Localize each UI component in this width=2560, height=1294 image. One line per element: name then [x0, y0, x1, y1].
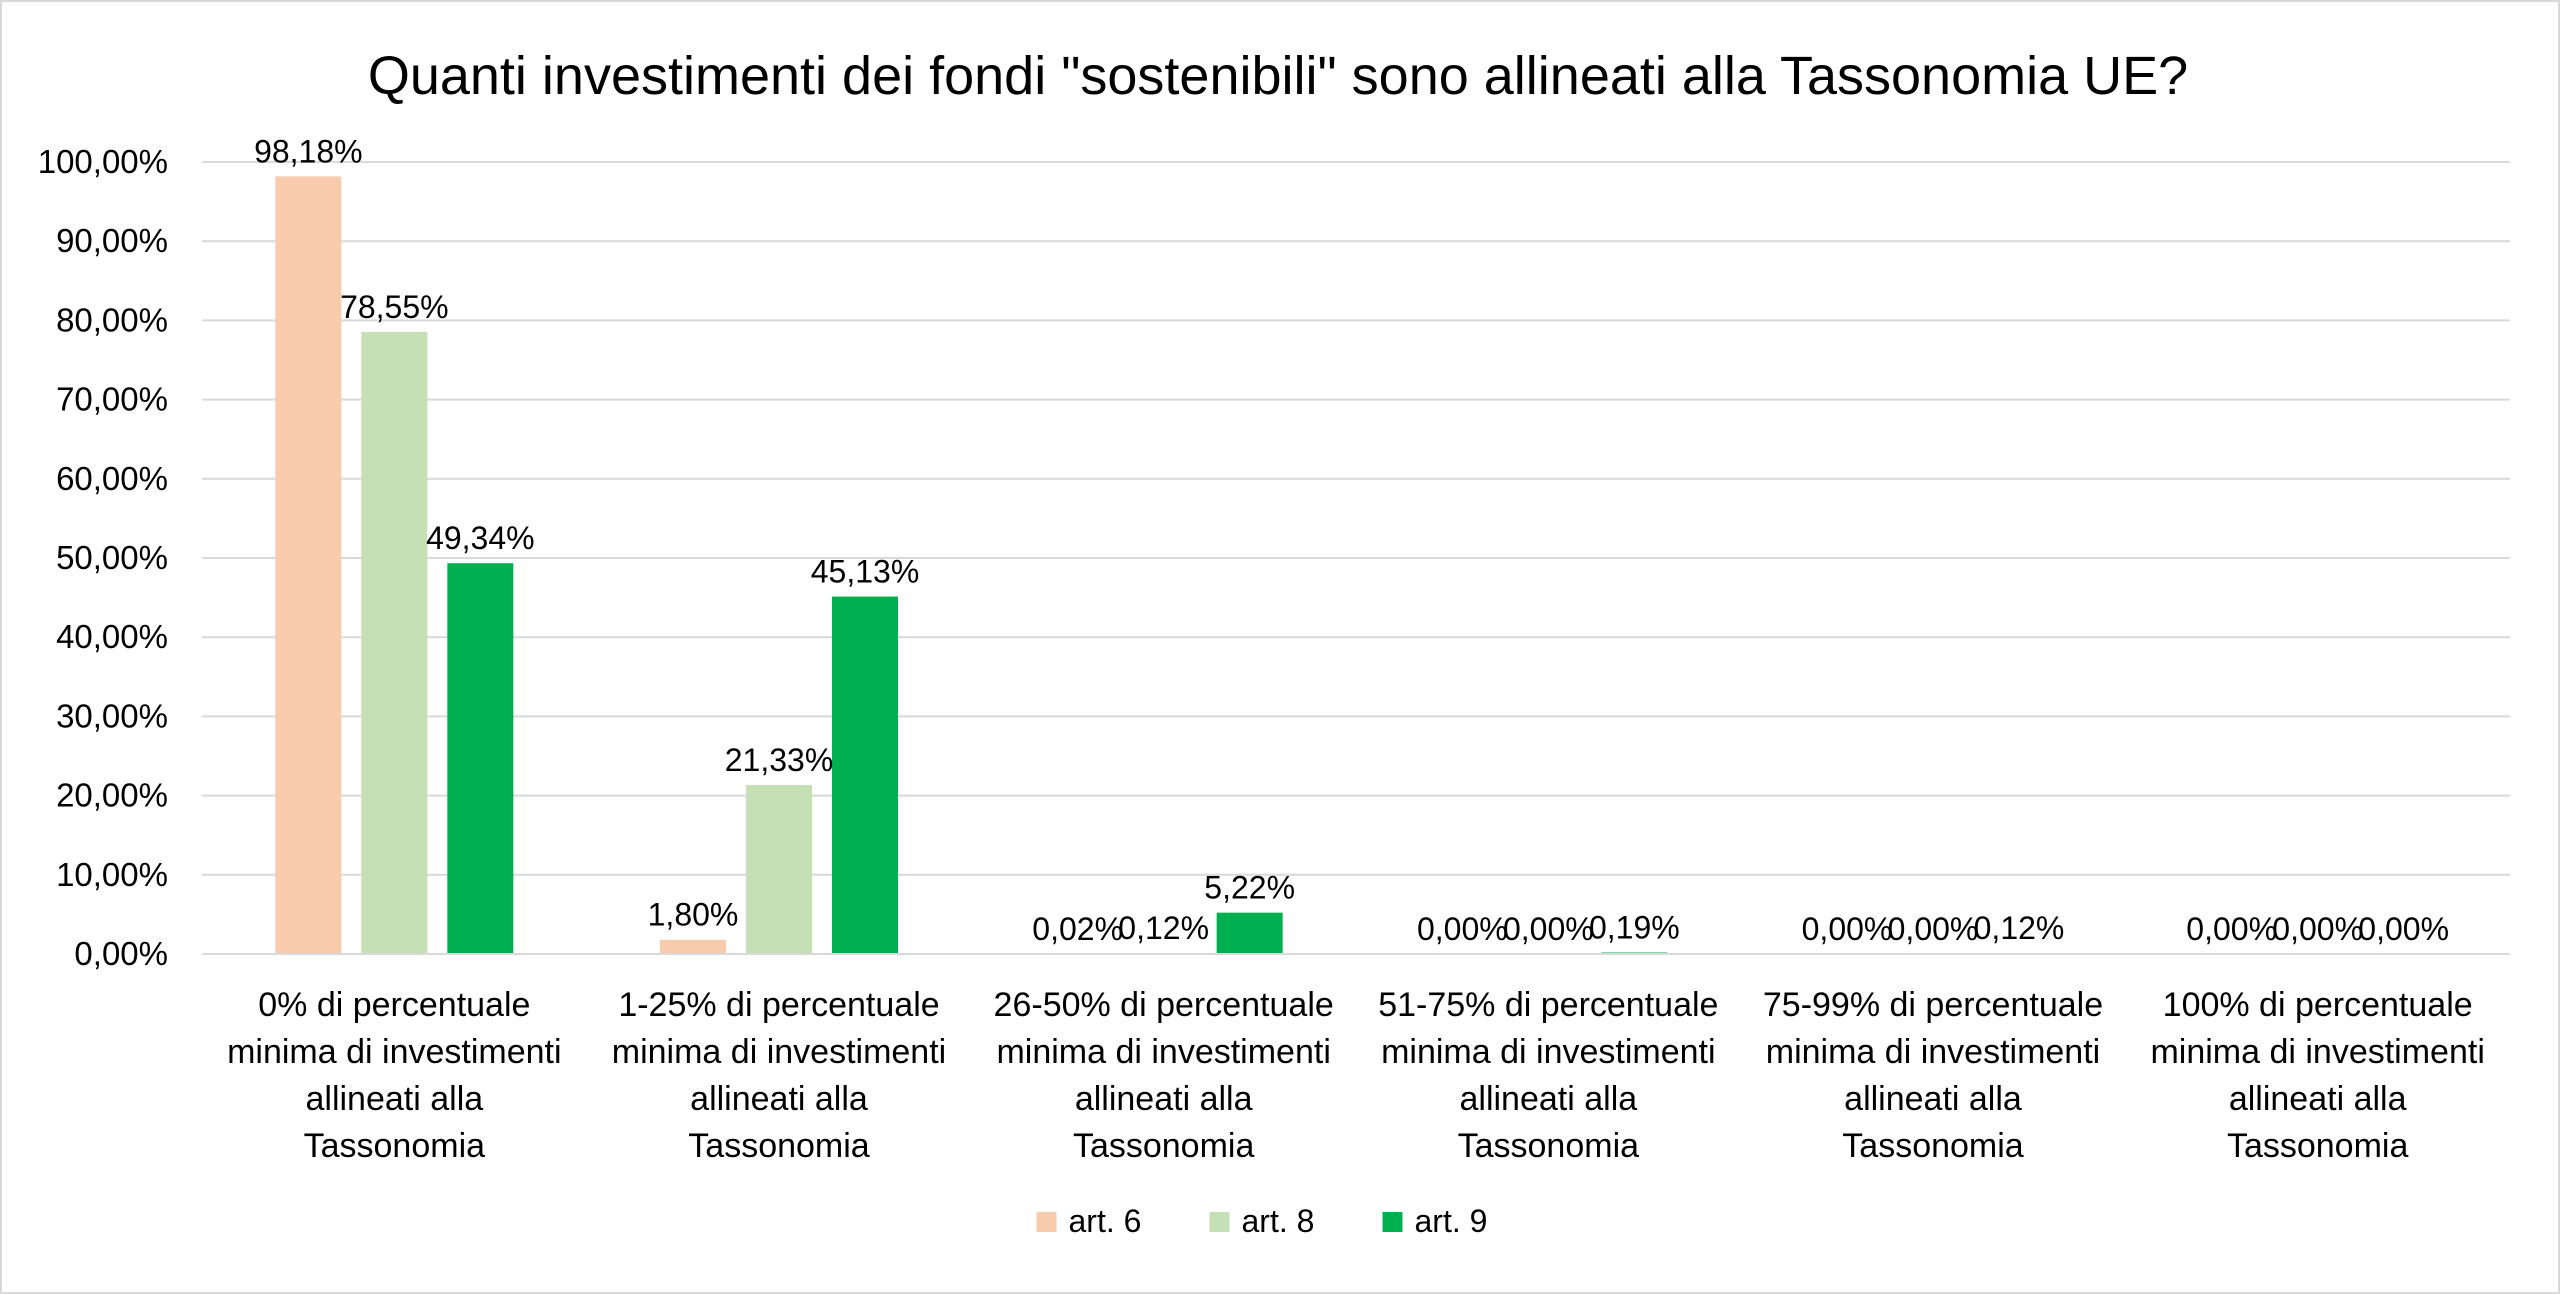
data-labels: 98,18% 78,55% 49,34% 1,80% 21,33% 45,13% 0,02%… [254, 133, 2449, 947]
x-category-label-line: 26-50% di percentuale [994, 986, 1334, 1024]
data-label: 98,18% [254, 133, 363, 169]
x-category-label-line: allineati alla [690, 1080, 868, 1118]
data-label: 0,12% [1974, 910, 2065, 946]
legend: art. 6 art. 8 art. 9 [1036, 1203, 1488, 1239]
y-tick-label: 0,00% [74, 935, 168, 972]
data-label: 49,34% [426, 520, 535, 556]
y-tick-label: 60,00% [56, 460, 168, 497]
gridlines [202, 161, 2510, 955]
y-tick-label: 10,00% [56, 856, 168, 893]
y-tick-label: 70,00% [56, 381, 168, 418]
x-category-label-line: minima di investimenti [2150, 1033, 2484, 1071]
data-label: 0,00% [1888, 911, 1979, 947]
x-category-label-line: minima di investimenti [227, 1033, 561, 1071]
x-category-label-line: 0% di percentuale [258, 986, 530, 1024]
legend-swatch [1036, 1212, 1057, 1232]
x-category-label-line: allineati alla [2229, 1080, 2407, 1118]
x-category-label-line: minima di investimenti [1381, 1033, 1715, 1071]
x-category-label: 100% di percentuale minima di investiment… [2150, 986, 2484, 1165]
y-tick-label: 80,00% [56, 301, 168, 338]
y-tick-label: 50,00% [56, 539, 168, 576]
x-category-label-line: 75-99% di percentuale [1763, 986, 2103, 1024]
y-tick-label: 40,00% [56, 618, 168, 655]
x-category-label-line: Tassonomia [688, 1127, 870, 1165]
x-category-label-line: Tassonomia [1073, 1127, 1255, 1165]
legend-label: art. 6 [1069, 1203, 1142, 1239]
data-label: 1,80% [648, 897, 739, 933]
x-category-label-line: 100% di percentuale [2163, 986, 2473, 1024]
x-category-label-line: minima di investimenti [996, 1033, 1330, 1071]
x-category-label-line: Tassonomia [2227, 1127, 2409, 1165]
y-tick-label: 30,00% [56, 697, 168, 734]
x-category-label-line: Tassonomia [1458, 1127, 1640, 1165]
data-label: 78,55% [340, 289, 449, 325]
legend-swatch [1209, 1212, 1230, 1232]
chart-title: Quanti investimenti dei fondi "sostenibi… [368, 46, 2188, 106]
bar [1216, 912, 1283, 954]
y-tick-label: 100,00% [38, 143, 168, 180]
data-label: 0,00% [1417, 911, 1508, 947]
bars [275, 176, 2052, 954]
x-category-label-line: allineati alla [1844, 1080, 2022, 1118]
data-label: 0,00% [1503, 911, 1594, 947]
x-category-label: 0% di percentuale minima di investimenti a… [227, 986, 561, 1165]
x-category-label-line: minima di investimenti [612, 1033, 946, 1071]
bar [832, 596, 898, 954]
bar [660, 939, 726, 954]
x-axis: 0% di percentuale minima di investimenti a… [202, 953, 2510, 1165]
x-category-label-line: minima di investimenti [1766, 1033, 2100, 1071]
data-label: 5,22% [1204, 870, 1295, 906]
x-category-label-line: allineati alla [1459, 1080, 1637, 1118]
bar [361, 331, 428, 954]
bar [746, 785, 812, 954]
y-tick-label: 90,00% [56, 222, 168, 259]
x-category-label-line: allineati alla [1075, 1080, 1253, 1118]
data-label: 0,00% [2358, 911, 2449, 947]
data-label: 0,00% [2186, 911, 2277, 947]
bar [275, 176, 342, 954]
data-label: 0,02% [1032, 911, 1123, 947]
y-tick-label: 20,00% [56, 777, 168, 814]
data-label: 45,13% [811, 554, 920, 590]
x-category-label-line: 51-75% di percentuale [1378, 986, 1718, 1024]
data-label: 0,00% [1802, 911, 1893, 947]
y-axis: 0,00% 10,00% 20,00% 30,00% 40,00% 50,00% 60,00… [38, 143, 168, 972]
legend-label: art. 9 [1415, 1203, 1488, 1239]
x-category-label: 1-25% di percentuale minima di investimen… [612, 986, 946, 1165]
x-category-label-line: Tassonomia [304, 1127, 486, 1165]
x-category-label-line: allineati alla [305, 1080, 483, 1118]
x-category-label: 51-75% di percentuale minima di investime… [1378, 986, 1718, 1165]
data-label: 0,12% [1118, 910, 1209, 946]
x-category-label: 75-99% di percentuale minima di investime… [1763, 986, 2103, 1165]
data-label: 21,33% [725, 742, 834, 778]
legend-swatch [1382, 1212, 1403, 1232]
x-category-label-line: 1-25% di percentuale [618, 986, 939, 1024]
data-label: 0,19% [1589, 909, 1680, 945]
x-category-label-line: Tassonomia [1842, 1127, 2024, 1165]
legend-label: art. 8 [1242, 1203, 1315, 1239]
bar [447, 563, 514, 954]
data-label: 0,00% [2272, 911, 2363, 947]
x-category-label: 26-50% di percentuale minima di investime… [994, 986, 1334, 1165]
